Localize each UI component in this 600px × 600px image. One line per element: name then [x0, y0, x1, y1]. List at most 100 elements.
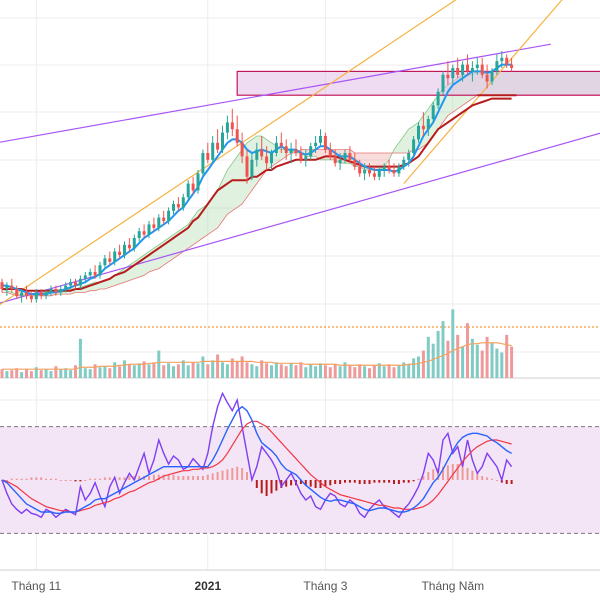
candle-body: [284, 146, 288, 153]
volume-bar-93: [456, 334, 460, 378]
volume-panel: [0, 309, 600, 378]
volume-bar-89: [436, 330, 440, 378]
candle-body: [137, 231, 141, 238]
histogram-bar-64: [314, 480, 317, 488]
histogram-bar-71: [348, 480, 351, 483]
histogram-bar-3: [15, 478, 18, 480]
candle-50: [245, 149, 249, 184]
cloud-segment-48: [237, 149, 243, 208]
candle-body: [333, 156, 337, 164]
candle-body: [368, 170, 371, 174]
candle-59: [289, 142, 293, 164]
candle-body: [309, 146, 313, 157]
histogram-bar-58: [285, 480, 288, 487]
volume-bar-48: [235, 361, 239, 378]
candle-body: [10, 285, 14, 289]
histogram-bar-62: [304, 480, 307, 486]
candle-53: [260, 136, 264, 160]
candle-35: [172, 200, 175, 215]
candle-body: [456, 68, 460, 75]
histogram-bar-14: [69, 480, 72, 481]
candle-body: [353, 159, 357, 167]
candle-body: [387, 166, 391, 170]
candle-body: [245, 156, 249, 177]
candle-body: [221, 132, 224, 150]
candle-41: [201, 149, 205, 177]
histogram-bar-94: [461, 465, 464, 480]
kijun-line: [2, 97, 512, 292]
histogram-bar-30: [148, 476, 150, 480]
candle-body: [363, 170, 367, 174]
candle-body: [39, 292, 43, 296]
histogram-bar-21: [103, 477, 106, 480]
candle-8: [39, 289, 43, 300]
cloud-segment-42: [207, 197, 213, 235]
candle-20: [98, 261, 102, 279]
volume-bar-72: [353, 367, 357, 378]
candle-26: [127, 238, 131, 252]
volume-bar-21: [103, 366, 107, 378]
volume-bar-4: [20, 372, 24, 378]
candle-85: [417, 122, 420, 143]
candle-body: [201, 153, 205, 174]
volume-bar-61: [299, 362, 303, 378]
histogram-bar-70: [344, 480, 346, 483]
volume-bar-70: [343, 362, 347, 378]
histogram-bar-86: [422, 476, 425, 480]
candle-60: [294, 139, 298, 157]
histogram-bar-65: [319, 480, 322, 488]
histogram-bar-73: [358, 480, 361, 484]
volume-bar-32: [157, 350, 161, 378]
volume-bar-63: [309, 364, 313, 378]
histogram-bar-85: [417, 478, 420, 480]
oscillator-panel: [0, 391, 600, 534]
candle-65: [319, 129, 322, 147]
candle-61: [299, 146, 303, 164]
volume-bar-77: [377, 363, 381, 378]
histogram-bar-41: [201, 476, 204, 480]
cloud-segment-47: [232, 156, 238, 211]
candle-2: [10, 278, 14, 293]
candle-91: [446, 61, 450, 85]
candle-body: [377, 170, 381, 177]
histogram-bar-81: [397, 480, 400, 484]
volume-bar-81: [397, 365, 401, 378]
histogram-bar-61: [299, 480, 302, 484]
volume-bar-29: [142, 361, 146, 378]
histogram-bar-101: [495, 480, 498, 481]
volume-bar-38: [186, 365, 190, 378]
candle-75: [368, 163, 371, 177]
candle-body: [235, 129, 239, 143]
volume-bar-7: [34, 367, 38, 378]
volume-bar-33: [162, 365, 166, 378]
candle-body: [88, 272, 92, 276]
candle-body: [113, 251, 117, 262]
candle-66: [323, 132, 327, 153]
candle-body: [5, 285, 9, 289]
candle-33: [162, 210, 166, 225]
histogram-bar-95: [466, 468, 469, 480]
volume-bar-30: [147, 364, 151, 378]
histogram-bar-25: [123, 477, 126, 480]
cloud-span-a-line: [1, 71, 600, 295]
volume-bar-64: [314, 366, 318, 378]
volume-bar-2: [10, 370, 14, 378]
candle-22: [108, 251, 112, 266]
candle-body: [142, 231, 146, 235]
histogram-bar-83: [407, 480, 410, 483]
candle-body: [402, 159, 406, 167]
histogram-bar-16: [79, 480, 82, 482]
candle-86: [421, 112, 425, 136]
candle-12: [59, 285, 63, 296]
candle-77: [377, 166, 381, 181]
x-tick-label-0: Tháng 11: [11, 579, 61, 593]
candle-body: [505, 57, 509, 65]
candle-11: [54, 285, 58, 296]
candle-15: [74, 278, 77, 289]
candle-body: [103, 258, 107, 266]
candle-body: [0, 282, 4, 289]
candle-38: [186, 180, 190, 201]
x-tick-label-3: Tháng Năm: [421, 579, 484, 593]
histogram-bar-67: [329, 480, 332, 486]
cloud-segment-46: [227, 163, 233, 215]
